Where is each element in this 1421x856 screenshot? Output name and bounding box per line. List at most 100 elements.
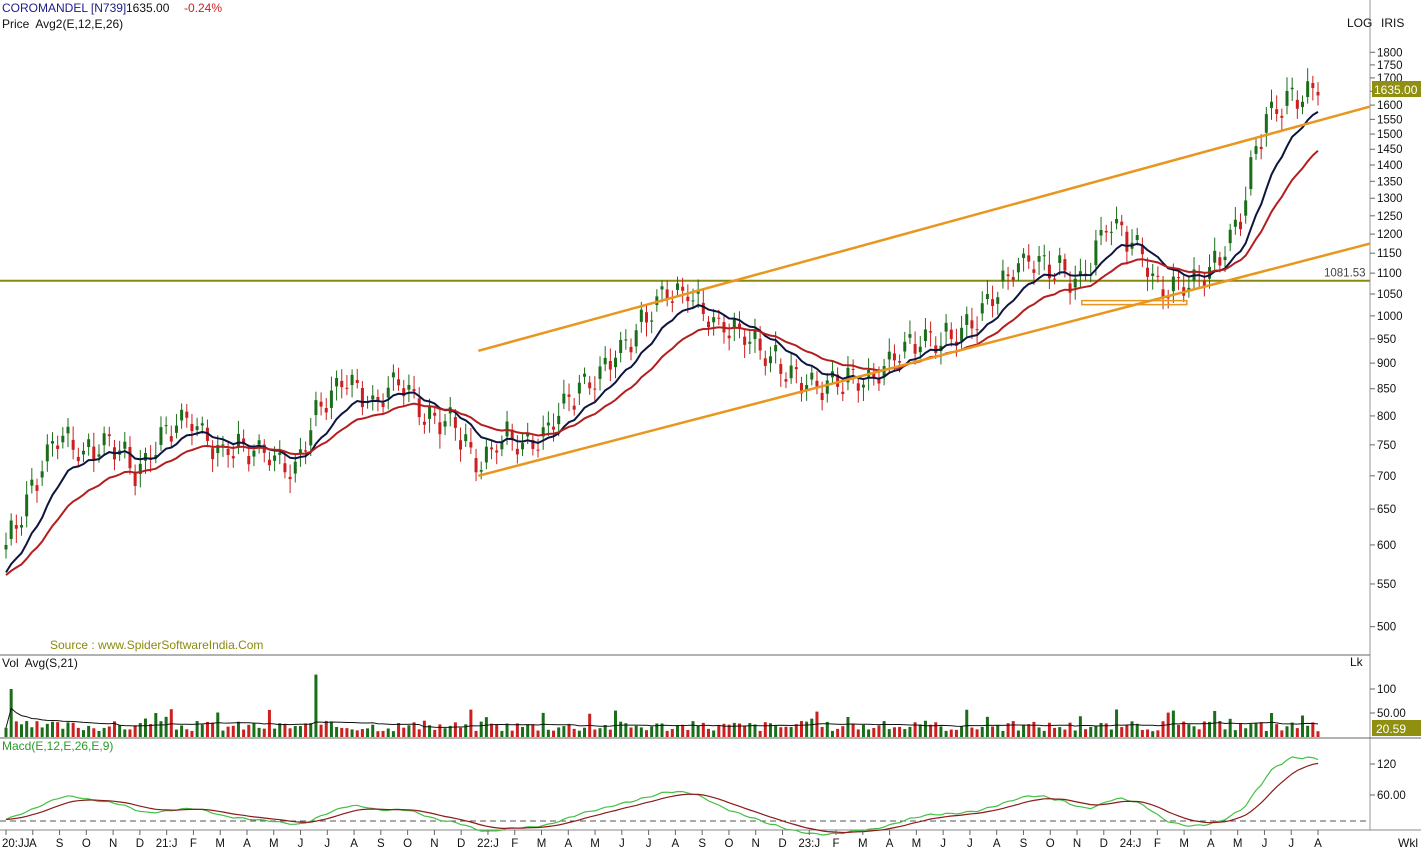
candle-body[interactable]: [681, 286, 685, 291]
candle-body[interactable]: [1233, 219, 1237, 227]
candle-body[interactable]: [500, 441, 504, 450]
candle-body[interactable]: [629, 346, 633, 353]
candle-body[interactable]: [479, 470, 483, 472]
candle-body[interactable]: [712, 317, 716, 323]
candle-body[interactable]: [975, 329, 979, 331]
candle-body[interactable]: [355, 380, 359, 384]
candle-body[interactable]: [61, 435, 65, 443]
period-label[interactable]: Wkl: [1398, 836, 1418, 850]
candle-body[interactable]: [980, 303, 984, 314]
upper-channel-line[interactable]: [477, 105, 1371, 353]
ema12-line[interactable]: [5, 111, 1319, 573]
candle-body[interactable]: [391, 372, 395, 378]
candle-body[interactable]: [1290, 87, 1294, 90]
candle-body[interactable]: [40, 471, 44, 478]
candle-body[interactable]: [1295, 99, 1299, 109]
candle-body[interactable]: [1275, 109, 1279, 114]
candle-body[interactable]: [453, 417, 457, 428]
candle-body[interactable]: [650, 320, 654, 322]
candle-body[interactable]: [495, 450, 499, 453]
candle-body[interactable]: [1156, 275, 1160, 277]
candle-body[interactable]: [9, 520, 13, 539]
candle-body[interactable]: [81, 450, 85, 455]
lower-channel-line[interactable]: [478, 242, 1371, 478]
candle-body[interactable]: [138, 463, 142, 474]
candle-body[interactable]: [1094, 240, 1098, 266]
candle-body[interactable]: [908, 334, 912, 338]
candle-body[interactable]: [706, 321, 710, 328]
candle-body[interactable]: [324, 407, 328, 413]
candle-body[interactable]: [1244, 200, 1248, 216]
candle-body[interactable]: [567, 394, 571, 397]
candle-body[interactable]: [675, 283, 679, 290]
candle-body[interactable]: [30, 479, 34, 486]
candle-body[interactable]: [546, 422, 550, 426]
candle-body[interactable]: [1073, 278, 1077, 288]
candle-body[interactable]: [944, 322, 948, 332]
candle-body[interactable]: [583, 373, 587, 377]
macd-signal-line[interactable]: [5, 762, 1319, 834]
candle-body[interactable]: [1027, 255, 1031, 262]
candle-body[interactable]: [304, 450, 308, 452]
candle-body[interactable]: [510, 429, 514, 440]
candle-body[interactable]: [159, 427, 163, 445]
candle-body[interactable]: [200, 423, 204, 426]
candle-body[interactable]: [319, 401, 323, 407]
candle-body[interactable]: [696, 290, 700, 294]
candle-body[interactable]: [340, 380, 344, 388]
candle-body[interactable]: [577, 382, 581, 394]
candle-body[interactable]: [164, 425, 168, 427]
candle-body[interactable]: [877, 379, 881, 384]
candle-body[interactable]: [1218, 257, 1222, 266]
candle-body[interactable]: [810, 372, 814, 380]
candle-body[interactable]: [1285, 90, 1289, 106]
candle-body[interactable]: [298, 449, 302, 454]
candle-body[interactable]: [484, 446, 488, 463]
candle-body[interactable]: [732, 319, 736, 328]
candle-body[interactable]: [851, 368, 855, 370]
ema26-line[interactable]: [5, 149, 1319, 576]
candle-body[interactable]: [1053, 278, 1057, 280]
support-box[interactable]: [1081, 299, 1188, 306]
candle-body[interactable]: [985, 294, 989, 300]
candle-body[interactable]: [717, 317, 721, 319]
candle-body[interactable]: [1109, 231, 1113, 233]
candle-body[interactable]: [892, 353, 896, 361]
candle-body[interactable]: [531, 439, 535, 449]
candle-body[interactable]: [794, 367, 798, 370]
candle-body[interactable]: [691, 300, 695, 302]
candle-body[interactable]: [1202, 280, 1206, 287]
candle-body[interactable]: [1311, 82, 1315, 89]
candle-body[interactable]: [231, 456, 235, 459]
candle-body[interactable]: [474, 458, 478, 473]
candle-body[interactable]: [1037, 256, 1041, 262]
candle-body[interactable]: [1047, 264, 1051, 279]
candle-body[interactable]: [216, 445, 220, 454]
candle-body[interactable]: [1001, 270, 1005, 282]
candle-body[interactable]: [836, 374, 840, 387]
candle-body[interactable]: [257, 440, 261, 445]
candle-body[interactable]: [748, 341, 752, 344]
candle-body[interactable]: [624, 339, 628, 341]
candle-body[interactable]: [1228, 229, 1232, 244]
candle-body[interactable]: [1022, 253, 1026, 258]
candle-body[interactable]: [552, 426, 556, 430]
candle-body[interactable]: [97, 454, 101, 457]
candle-body[interactable]: [490, 447, 494, 450]
candle-body[interactable]: [123, 441, 127, 449]
candle-body[interactable]: [763, 358, 767, 366]
candle-body[interactable]: [50, 441, 54, 444]
candle-body[interactable]: [221, 444, 225, 446]
candle-body[interactable]: [996, 297, 1000, 304]
candle-body[interactable]: [634, 330, 638, 347]
candle-body[interactable]: [639, 309, 643, 322]
candle-body[interactable]: [1104, 230, 1108, 233]
macd-line[interactable]: [5, 756, 1319, 836]
candle-body[interactable]: [572, 405, 576, 410]
candle-body[interactable]: [4, 545, 8, 550]
candle-body[interactable]: [1280, 115, 1284, 118]
candle-body[interactable]: [603, 357, 607, 365]
candle-body[interactable]: [428, 406, 432, 419]
candle-body[interactable]: [1161, 289, 1165, 297]
